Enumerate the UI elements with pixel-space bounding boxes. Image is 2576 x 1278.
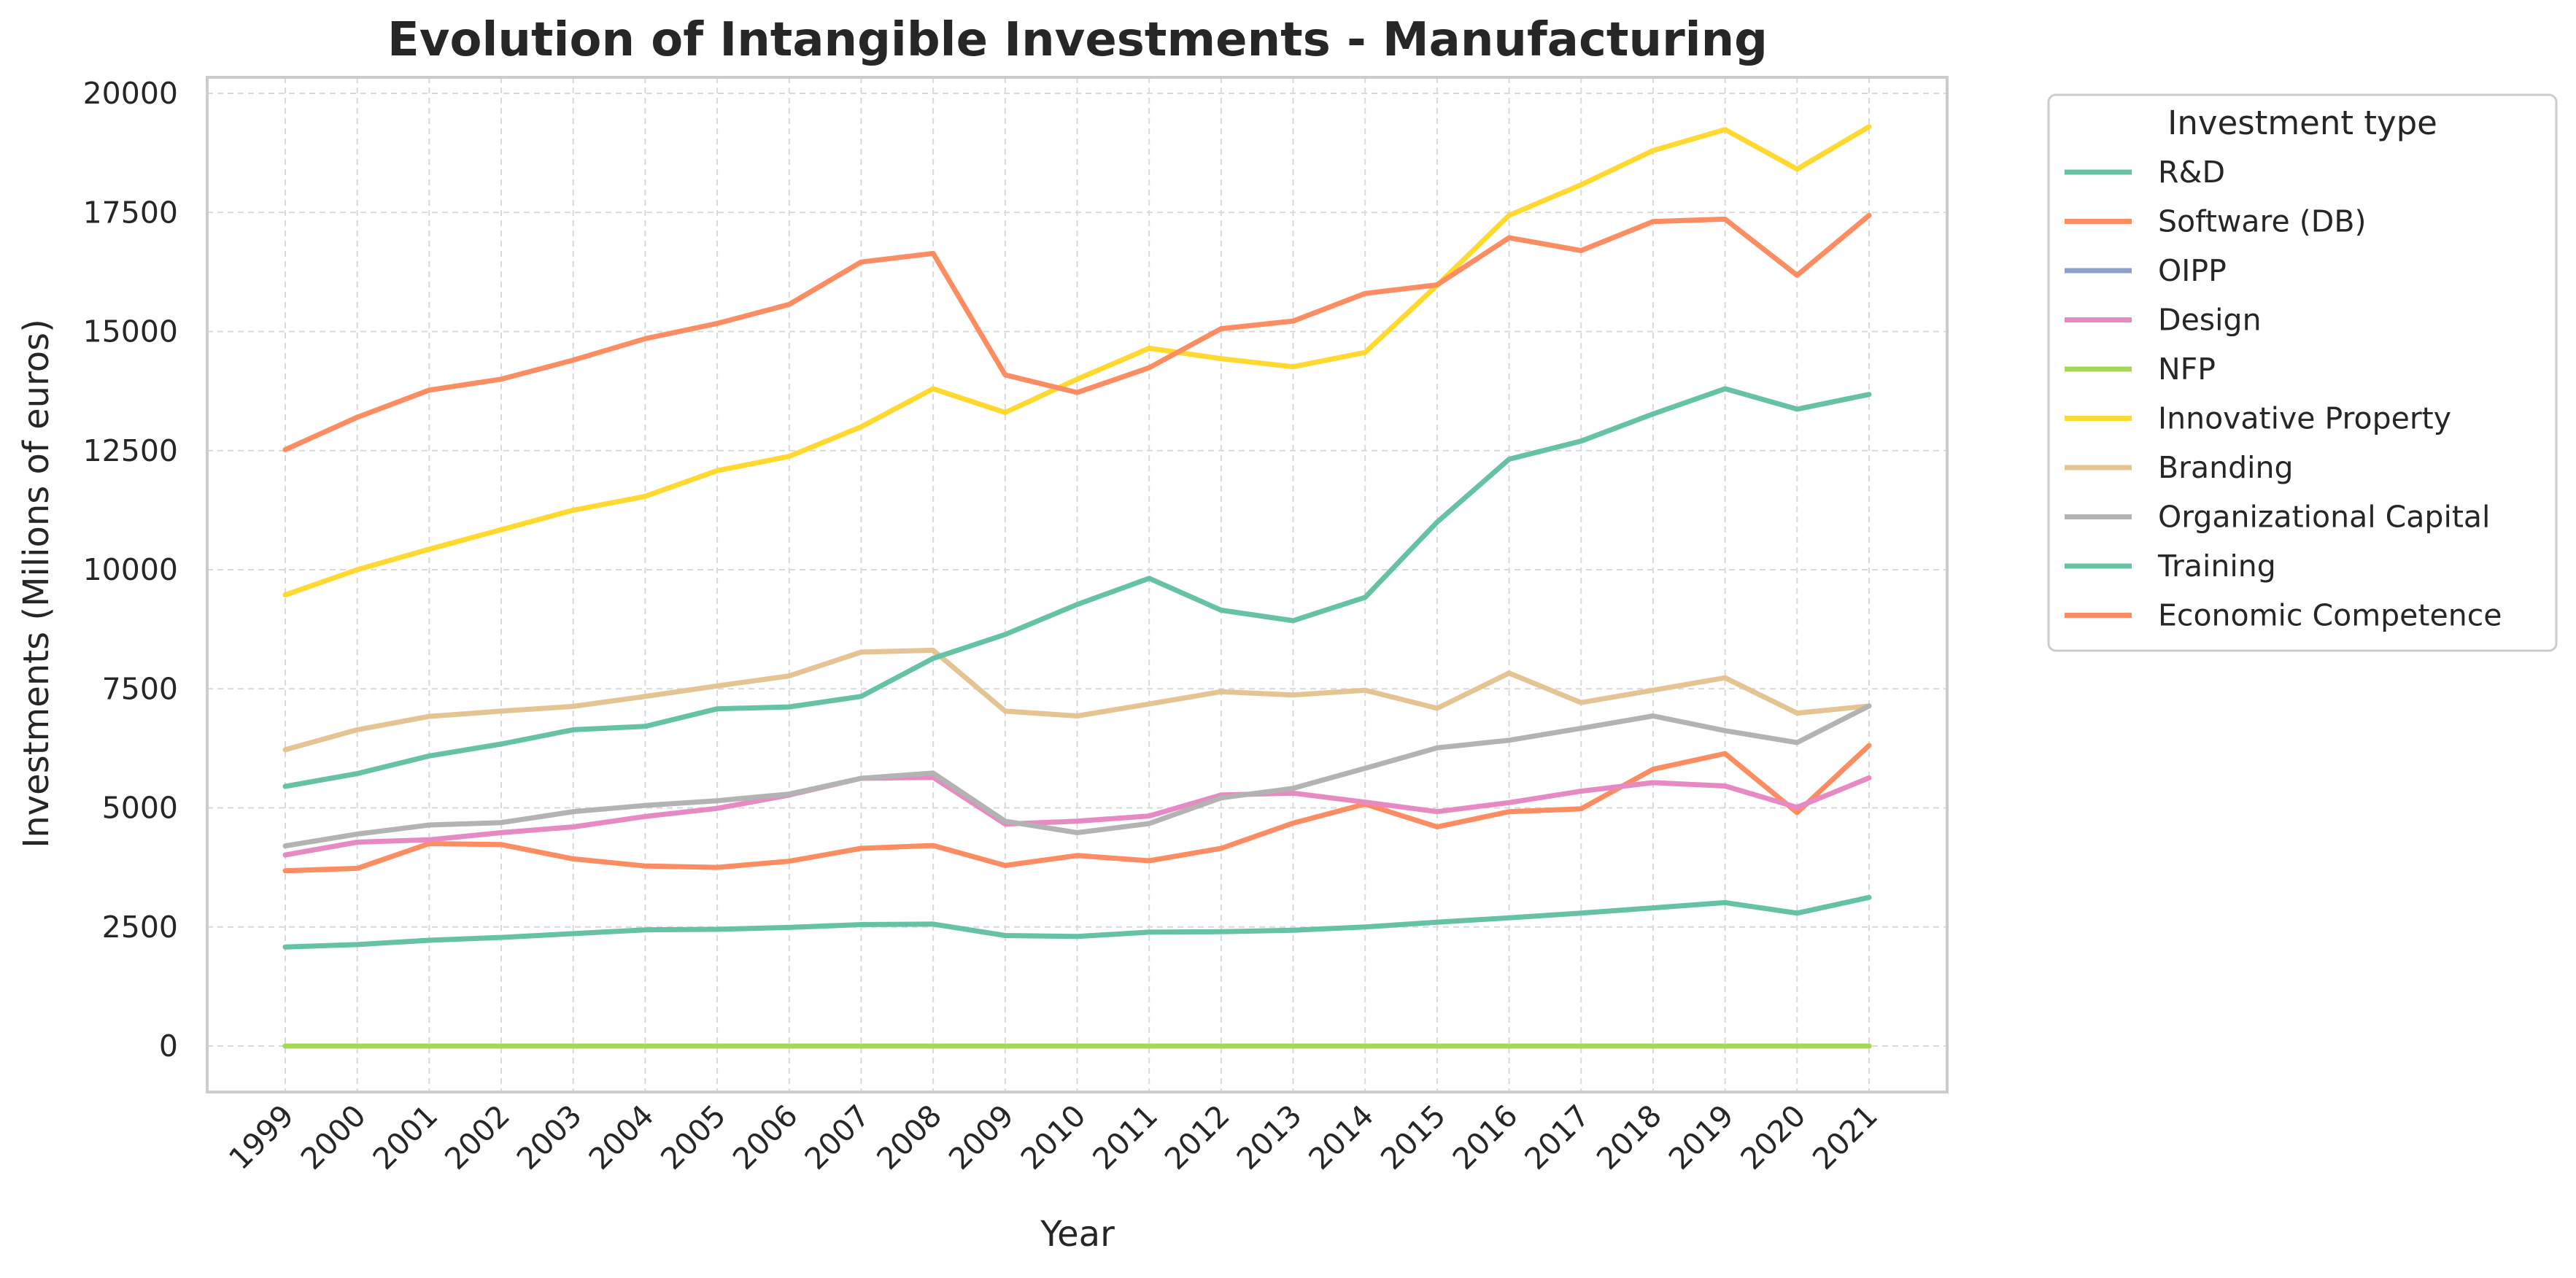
legend-label-r-d: R&D: [2158, 155, 2225, 190]
legend-label-nfp: NFP: [2158, 352, 2216, 387]
series-line-economic-competence: [282, 212, 1872, 452]
y-tick-label: 15000: [83, 314, 178, 349]
legend-label-branding: Branding: [2158, 450, 2294, 485]
y-tick-label: 17500: [83, 195, 178, 230]
y-tick-label: 2500: [102, 910, 178, 945]
y-tick-label: 7500: [102, 671, 178, 706]
series-line-innovative-property: [282, 124, 1872, 598]
y-axis-ticks: 0 2500 5000 7500 10000 12500 15000 17500 20000: [83, 76, 178, 1064]
y-tick-label: 20000: [83, 76, 178, 111]
series-line-design: [282, 775, 1872, 858]
legend-label-oipp: OIPP: [2158, 253, 2227, 288]
series-line-software-db: [282, 743, 1872, 874]
series-line-r-d: [282, 894, 1872, 950]
legend-label-software-db: Software (DB): [2158, 204, 2366, 239]
y-tick-label: 12500: [83, 433, 178, 468]
legend-items: R&D Software (DB) OIPP Design NFP Innovative …: [2065, 155, 2502, 633]
legend-label-design: Design: [2158, 303, 2262, 338]
legend-box: [2047, 93, 2558, 652]
plot-frame: [206, 76, 1949, 1093]
series-line-training: [282, 386, 1872, 789]
chart-title: Evolution of Intangible Investments - Ma…: [387, 13, 1768, 67]
y-tick-label: 10000: [83, 552, 178, 587]
legend-label-organizational-capital: Organizational Capital: [2158, 500, 2490, 535]
y-tick-label: 0: [159, 1029, 178, 1064]
legend-label-economic-competence: Economic Competence: [2158, 598, 2502, 633]
series-line-organizational-capital: [282, 703, 1872, 849]
series-lines: [282, 124, 1872, 1049]
legend-label-innovative-property: Innovative Property: [2158, 401, 2451, 436]
legend-title: Investment type: [2167, 104, 2437, 142]
y-axis-label: Investments (Milions of euros): [16, 319, 57, 848]
series-line-branding: [282, 647, 1872, 753]
x-axis-label: Year: [1040, 1214, 1115, 1255]
y-tick-label: 5000: [102, 791, 178, 826]
legend: Investment type R&D Software (DB) OIPP Desi…: [2047, 93, 2558, 652]
legend-label-training: Training: [2157, 549, 2276, 584]
